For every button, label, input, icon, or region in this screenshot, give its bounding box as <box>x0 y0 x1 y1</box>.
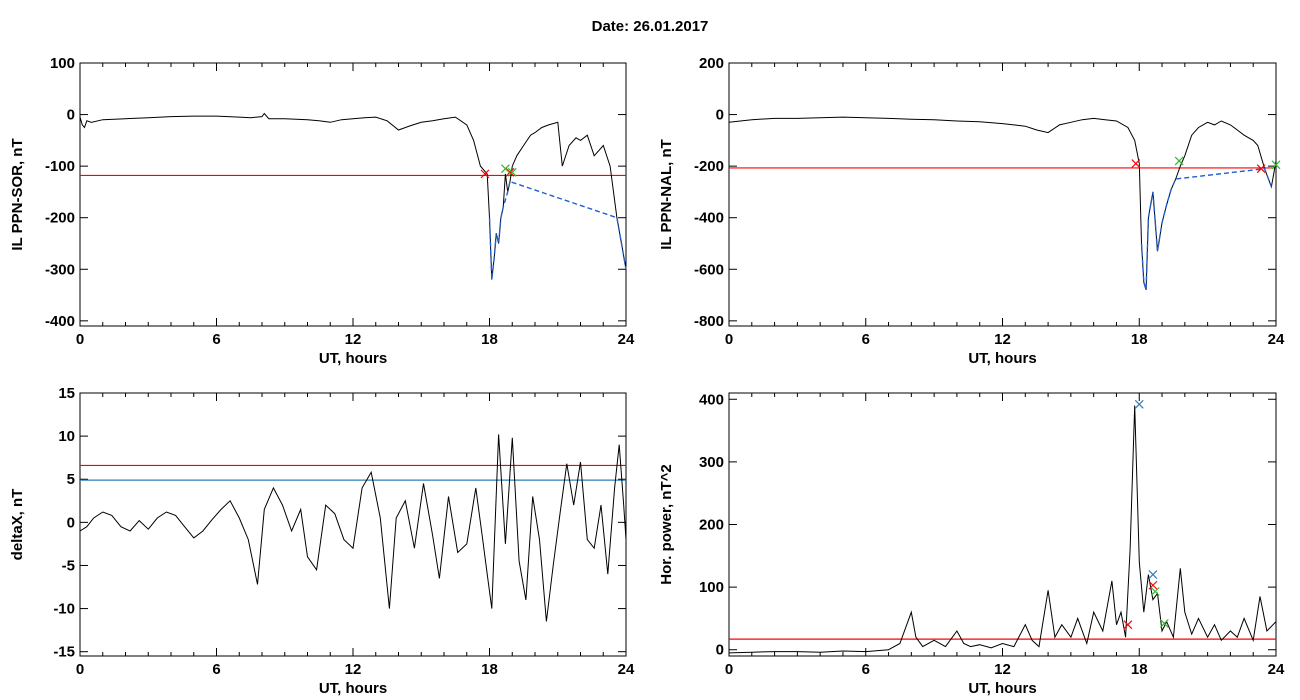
marker-green <box>501 164 510 174</box>
x-tick-label: 18 <box>1131 661 1148 678</box>
x-tick-label: 6 <box>862 331 870 348</box>
series-line <box>79 434 627 622</box>
marker-stroke <box>1271 160 1281 170</box>
x-axis-label: UT, hours <box>968 350 1036 367</box>
series-line <box>728 116 1277 291</box>
x-axis-label: UT, hours <box>968 680 1036 697</box>
marker-stroke <box>480 169 490 179</box>
plot-frame <box>728 62 1277 327</box>
marker-green <box>1271 160 1281 170</box>
marker-stroke <box>1123 620 1133 630</box>
y-tick-label: -300 <box>45 261 75 278</box>
marker-stroke <box>501 164 510 174</box>
y-tick-label: 15 <box>58 385 75 402</box>
plot-frame <box>79 392 627 657</box>
y-tick-label: -400 <box>694 210 724 227</box>
chart-panel-2: 0 6 12 18 24 200 0 -200 -400 -600 -800 UT, hours IL … <box>658 55 1285 367</box>
marker-stroke <box>1148 570 1158 580</box>
marker-red <box>1123 620 1133 630</box>
x-tick-label: 12 <box>994 661 1011 678</box>
series-highlight <box>488 180 627 280</box>
chart-panel-4: 0 6 12 18 24 400 300 200 100 0 UT, hours Hor. power… <box>658 391 1285 697</box>
x-axis-label: UT, hours <box>319 680 387 697</box>
y-tick-label: 0 <box>716 642 724 659</box>
marker-green <box>1174 156 1184 166</box>
y-axis-label: deltaX, nT <box>9 489 26 561</box>
y-tick-label: 400 <box>699 391 724 408</box>
marker-red <box>1256 164 1266 174</box>
y-tick-label: 0 <box>716 107 724 124</box>
marker-blue <box>1148 570 1158 580</box>
y-tick-label: 300 <box>699 454 724 471</box>
x-tick-label: 24 <box>618 661 635 678</box>
y-tick-label: 0 <box>67 107 75 124</box>
y-axis-label: IL PPN-NAL, nT <box>658 139 675 250</box>
y-tick-label: 10 <box>58 428 75 445</box>
marker-stroke <box>505 167 515 177</box>
marker-red <box>480 169 490 179</box>
x-tick-label: 18 <box>481 331 498 348</box>
y-tick-label: -200 <box>694 158 724 175</box>
marker-green <box>1159 619 1169 628</box>
plot-frame <box>79 62 627 327</box>
y-tick-label: 100 <box>699 579 724 596</box>
x-tick-label: 18 <box>1131 331 1148 348</box>
y-tick-label: 5 <box>67 471 75 488</box>
y-axis-label: IL PPN-SOR, nT <box>9 138 26 250</box>
x-axis-label: UT, hours <box>319 350 387 367</box>
marker-blue <box>1134 399 1144 409</box>
marker-stroke <box>1174 156 1184 166</box>
y-tick-label: -5 <box>62 557 75 574</box>
marker-stroke <box>1134 399 1144 409</box>
y-tick-label: -100 <box>45 158 75 175</box>
y-tick-label: 200 <box>699 55 724 72</box>
marker-stroke <box>1150 587 1160 596</box>
x-tick-label: 12 <box>345 661 362 678</box>
chart-panel-3: 0 6 12 18 24 15 10 5 0 -5 -10 -15 UT, hours deltaX, n… <box>9 385 635 697</box>
marker-stroke <box>1131 159 1141 168</box>
y-tick-label: 0 <box>67 514 75 531</box>
chart-panel-1: 0 6 12 18 24 100 0 -100 -200 -300 -400 UT, hours IL … <box>9 55 635 367</box>
x-tick-label: 12 <box>994 331 1011 348</box>
figure-title: Date: 26.01.2017 <box>591 18 709 35</box>
plot-frame <box>728 392 1277 657</box>
series-line <box>79 112 627 280</box>
marker-green <box>1150 587 1160 596</box>
series-line <box>728 405 1277 654</box>
x-tick-label: 12 <box>345 331 362 348</box>
y-tick-label: -800 <box>694 313 724 330</box>
y-axis-label: Hor. power, nT^2 <box>658 464 675 584</box>
y-tick-label: -600 <box>694 261 724 278</box>
x-tick-label: 0 <box>725 331 733 348</box>
x-tick-label: 6 <box>212 661 220 678</box>
marker-stroke <box>1256 164 1266 174</box>
y-tick-label: -10 <box>53 601 75 618</box>
x-tick-label: 24 <box>1268 661 1285 678</box>
marker-red <box>505 167 515 177</box>
marker-red <box>1148 580 1158 590</box>
marker-red <box>1131 159 1141 168</box>
series-highlight <box>1140 167 1273 291</box>
y-tick-label: 100 <box>50 55 75 72</box>
x-tick-label: 24 <box>618 331 635 348</box>
marker-stroke <box>507 167 517 177</box>
x-tick-label: 0 <box>76 331 84 348</box>
y-tick-label: -400 <box>45 313 75 330</box>
y-tick-label: -200 <box>45 210 75 227</box>
x-tick-label: 18 <box>481 661 498 678</box>
x-tick-label: 6 <box>212 331 220 348</box>
x-tick-label: 6 <box>862 661 870 678</box>
x-tick-label: 0 <box>76 661 84 678</box>
y-tick-label: 200 <box>699 517 724 534</box>
x-tick-label: 24 <box>1268 331 1285 348</box>
marker-green <box>507 167 517 177</box>
x-tick-label: 0 <box>725 661 733 678</box>
marker-stroke <box>1159 619 1169 628</box>
marker-stroke <box>1148 580 1158 590</box>
y-tick-label: -15 <box>53 644 75 661</box>
